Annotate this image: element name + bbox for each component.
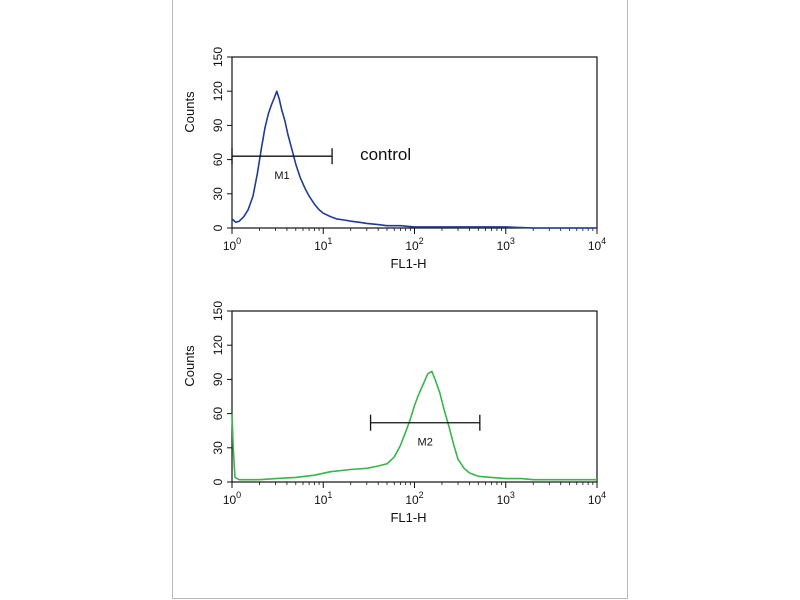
x-axis-label: FL1-H	[390, 256, 426, 271]
x-tick-label: 100	[223, 490, 241, 507]
x-tick-label: 101	[314, 236, 332, 253]
histogram-series-line	[231, 370, 597, 481]
x-tick-label: 103	[497, 236, 515, 253]
y-tick-label: 150	[211, 47, 225, 67]
x-tick-label: 104	[588, 490, 606, 507]
panel-annotation: control	[360, 145, 411, 164]
y-tick-label: 90	[211, 118, 225, 132]
histogram-panel-top: 0 30 60 90 120 150 100 101 102 103 104 FL1-H Counts M…	[182, 47, 606, 271]
y-tick-label: 120	[211, 335, 225, 355]
plot-area	[231, 56, 598, 229]
x-tick-label: 103	[497, 490, 515, 507]
x-axis-label: FL1-H	[390, 510, 426, 525]
y-tick-label: 30	[211, 187, 225, 201]
y-tick-label: 90	[211, 372, 225, 386]
y-tick-label: 0	[211, 478, 225, 485]
plot-area	[231, 310, 598, 483]
x-tick-label: 101	[314, 490, 332, 507]
y-axis-label: Counts	[182, 91, 197, 133]
x-tick-label: 100	[223, 236, 241, 253]
y-tick-label: 60	[211, 407, 225, 421]
x-tick-label: 104	[588, 236, 606, 253]
y-tick-label: 30	[211, 441, 225, 455]
x-tick-label: 102	[405, 490, 423, 507]
y-axis-label: Counts	[182, 345, 197, 387]
y-tick-label: 0	[211, 224, 225, 231]
y-tick-label: 150	[211, 301, 225, 321]
y-tick-label: 120	[211, 81, 225, 101]
histogram-series-line	[231, 90, 597, 229]
gate-label: M2	[418, 437, 433, 449]
x-tick-label: 102	[405, 236, 423, 253]
histogram-panel-bottom: 0 30 60 90 120 150 100 101 102 103 104 FL1-H Counts M…	[182, 301, 606, 525]
gate-label: M1	[274, 170, 289, 182]
y-tick-label: 60	[211, 153, 225, 167]
figure-frame	[172, 0, 628, 599]
